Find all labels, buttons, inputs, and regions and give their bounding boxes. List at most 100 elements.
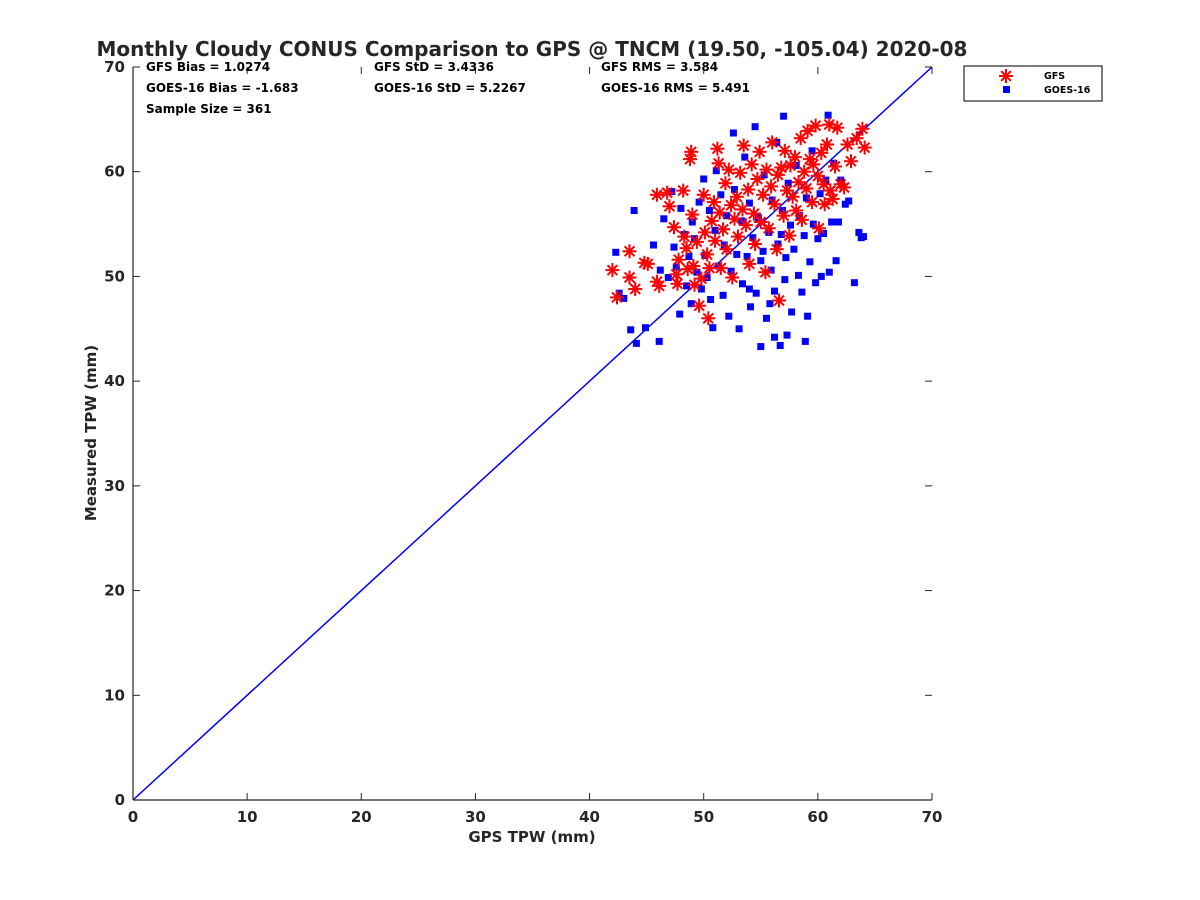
gfs-point	[806, 157, 821, 172]
gfs-point	[777, 143, 792, 158]
gfs-point	[800, 123, 815, 138]
goes16-point	[685, 253, 693, 260]
stat-goes16-rms: GOES-16 RMS = 5.491	[601, 81, 750, 95]
goes16-point	[712, 167, 720, 175]
goes16-point	[824, 111, 832, 119]
stat-goes16-bias: GOES-16 Bias = -1.683	[146, 81, 299, 95]
goes16-point	[763, 314, 770, 322]
gfs-point	[808, 118, 823, 133]
gfs-point	[753, 215, 768, 229]
gfs-point	[718, 176, 733, 191]
goes16-point	[855, 228, 863, 236]
gfs-point	[837, 180, 852, 195]
gfs-point	[701, 311, 716, 326]
gfs-point	[676, 183, 691, 198]
gfs-point	[733, 165, 748, 180]
x-tick-label: 50	[693, 808, 714, 826]
goes16-point	[615, 289, 623, 297]
y-tick-label: 50	[104, 267, 125, 285]
goes16-point	[804, 312, 812, 320]
goes16-point	[727, 267, 735, 275]
gfs-point	[797, 164, 812, 179]
goes16-point	[850, 279, 858, 287]
goes16-point	[735, 325, 743, 333]
goes16-point	[781, 276, 789, 284]
goes16-point	[739, 280, 746, 288]
gfs-point	[708, 233, 723, 248]
goes16-point	[860, 233, 867, 241]
stat-goes16-std: GOES-16 StD = 5.2267	[374, 81, 526, 95]
y-tick-label: 0	[115, 791, 125, 809]
gfs-point	[750, 172, 765, 186]
gfs-point	[752, 144, 767, 159]
legend-gfs-asterisk-icon	[999, 69, 1013, 83]
x-axis-label: GPS TPW (mm)	[468, 828, 595, 846]
goes16-point	[720, 241, 728, 249]
gfs-point	[738, 218, 753, 233]
goes16-point	[612, 248, 620, 256]
gfs-point	[855, 121, 870, 136]
goes16-point	[777, 231, 785, 238]
gfs-point	[746, 206, 761, 221]
gfs-point	[667, 220, 681, 235]
gfs-point	[669, 267, 684, 282]
gfs-point	[782, 228, 797, 243]
goes16-point	[683, 282, 691, 290]
goes16-point	[717, 191, 725, 199]
goes16-point	[809, 220, 817, 228]
x-tick-label: 0	[128, 808, 138, 826]
goes16-point	[707, 296, 715, 303]
goes16-point	[760, 171, 768, 179]
gfs-point	[729, 189, 744, 204]
gfs-point	[776, 208, 791, 223]
gfs-point	[652, 278, 667, 293]
gfs-point	[741, 182, 756, 197]
gfs-point	[686, 259, 701, 273]
goes16-point	[830, 159, 838, 167]
gfs-point	[605, 263, 620, 278]
goes16-point	[790, 245, 798, 253]
gfs-point	[671, 252, 686, 267]
goes16-point	[776, 342, 784, 349]
stat-sample-size: Sample Size = 361	[146, 102, 272, 116]
goes16-point	[787, 221, 794, 229]
goes16-point	[723, 212, 730, 220]
gfs-point	[820, 137, 834, 152]
gfs-point	[712, 205, 727, 220]
gfs-point	[742, 256, 757, 271]
goes16-point	[801, 337, 809, 345]
goes16-point	[741, 153, 749, 161]
gfs-point	[823, 183, 838, 198]
gfs-point	[710, 141, 725, 156]
goes16-point	[812, 279, 820, 287]
goes16-point	[729, 129, 737, 137]
goes16-point	[672, 263, 680, 271]
gfs-point	[711, 156, 726, 171]
goes16-point	[782, 254, 790, 262]
goes16-point	[668, 188, 676, 196]
gfs-point	[830, 120, 845, 135]
y-tick-label: 60	[104, 163, 125, 181]
gfs-point	[640, 256, 655, 271]
gfs-point	[785, 189, 800, 204]
goes16-point	[774, 240, 782, 248]
gfs-point	[817, 197, 832, 212]
goes16-point	[783, 331, 791, 339]
goes16-point	[743, 253, 751, 260]
goes16-point	[627, 326, 635, 334]
gfs-point	[716, 222, 731, 237]
gfs-series	[605, 117, 872, 326]
gfs-point	[769, 242, 784, 257]
goes16-point	[749, 234, 757, 242]
gfs-point	[758, 265, 773, 280]
gfs-point	[812, 221, 826, 236]
gfs-point	[761, 221, 776, 236]
gfs-point	[774, 160, 789, 175]
gfs-point	[725, 270, 740, 285]
y-tick-label: 70	[104, 58, 125, 76]
x-tick-label: 30	[465, 808, 486, 826]
goes16-point	[705, 207, 713, 214]
goes16-point	[798, 288, 806, 296]
gfs-point	[748, 237, 763, 251]
